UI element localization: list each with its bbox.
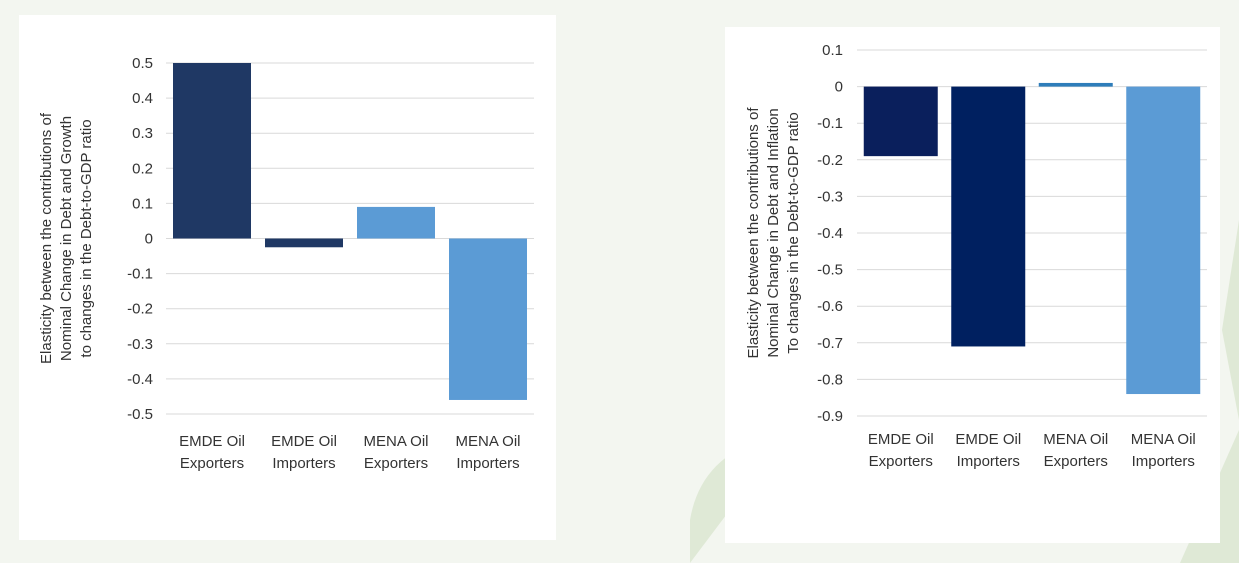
y-axis-label: Nominal Change in Debt and Growth bbox=[58, 116, 75, 361]
bar bbox=[863, 86, 938, 157]
x-category-label: Exporters bbox=[364, 455, 428, 472]
x-category-label: Importers bbox=[1132, 453, 1195, 470]
y-tick-label: -0.5 bbox=[817, 262, 843, 279]
decor-leaf-shape bbox=[1222, 220, 1239, 420]
y-axis-label: to changes in the Debt-to-GDP ratio bbox=[78, 119, 95, 357]
x-category-label: Importers bbox=[957, 453, 1020, 470]
y-tick-label: 0 bbox=[835, 79, 843, 96]
y-tick-label: -0.1 bbox=[127, 266, 153, 283]
y-tick-label: -0.3 bbox=[817, 188, 843, 205]
bar bbox=[449, 238, 527, 400]
y-tick-label: 0.4 bbox=[132, 90, 153, 107]
y-tick-label: 0.3 bbox=[132, 125, 153, 142]
y-tick-label: -0.4 bbox=[817, 225, 843, 242]
x-category-label: Exporters bbox=[1044, 453, 1108, 470]
chart-panel-right: 0.1 0 -0.1 -0.2 -0.3 -0.4 -0.5 -0.6 -0.7 -0.8 -0.9… bbox=[725, 27, 1220, 543]
x-category-label: EMDE Oil bbox=[955, 431, 1021, 448]
y-tick-label: -0.1 bbox=[817, 115, 843, 132]
x-category-label: MENA Oil bbox=[1043, 431, 1108, 448]
bar bbox=[265, 238, 343, 248]
x-category-label: MENA Oil bbox=[1131, 431, 1196, 448]
y-tick-label: 0 bbox=[145, 231, 153, 248]
x-category-label: MENA Oil bbox=[363, 433, 428, 450]
y-tick-label: -0.2 bbox=[817, 152, 843, 169]
bar bbox=[1038, 82, 1113, 87]
chart-right: 0.1 0 -0.1 -0.2 -0.3 -0.4 -0.5 -0.6 -0.7 -0.8 -0.9… bbox=[745, 42, 1207, 470]
y-tick-label: -0.3 bbox=[127, 336, 153, 353]
x-category-label: Importers bbox=[272, 455, 335, 472]
y-tick-label: 0.5 bbox=[132, 55, 153, 72]
x-category-label: EMDE Oil bbox=[271, 433, 337, 450]
chart-left: 0.5 0.4 0.3 0.2 0.1 0 -0.1 -0.2 -0.3 -0.4 -0.5 EMDE… bbox=[38, 55, 534, 472]
y-axis-label: Elasticity between the contributions of bbox=[745, 107, 762, 359]
y-tick-label: -0.9 bbox=[817, 408, 843, 425]
y-tick-label: -0.7 bbox=[817, 335, 843, 352]
bar bbox=[173, 63, 251, 239]
y-tick-label: 0.2 bbox=[132, 160, 153, 177]
y-tick-label: -0.8 bbox=[817, 371, 843, 388]
x-category-label: EMDE Oil bbox=[179, 433, 245, 450]
y-tick-label: 0.1 bbox=[822, 42, 843, 59]
chart-panel-left: 0.5 0.4 0.3 0.2 0.1 0 -0.1 -0.2 -0.3 -0.4 -0.5 EMDE… bbox=[19, 15, 556, 540]
y-tick-label: -0.4 bbox=[127, 371, 153, 388]
bar bbox=[1126, 86, 1201, 395]
x-category-label: Importers bbox=[456, 455, 519, 472]
y-axis-label: Elasticity between the contributions of bbox=[38, 112, 55, 364]
x-category-label: MENA Oil bbox=[455, 433, 520, 450]
y-tick-label: -0.6 bbox=[817, 298, 843, 315]
x-category-label: EMDE Oil bbox=[868, 431, 934, 448]
y-tick-label: 0.1 bbox=[132, 195, 153, 212]
y-axis-label: To changes in the Debt-to-GDP ratio bbox=[785, 112, 802, 354]
y-tick-label: -0.5 bbox=[127, 406, 153, 423]
bar bbox=[951, 86, 1026, 347]
bar bbox=[357, 206, 435, 239]
y-tick-label: -0.2 bbox=[127, 301, 153, 318]
x-category-label: Exporters bbox=[869, 453, 933, 470]
y-axis-label: Nominal Change in Debt and Inflation bbox=[765, 108, 782, 357]
x-category-label: Exporters bbox=[180, 455, 244, 472]
